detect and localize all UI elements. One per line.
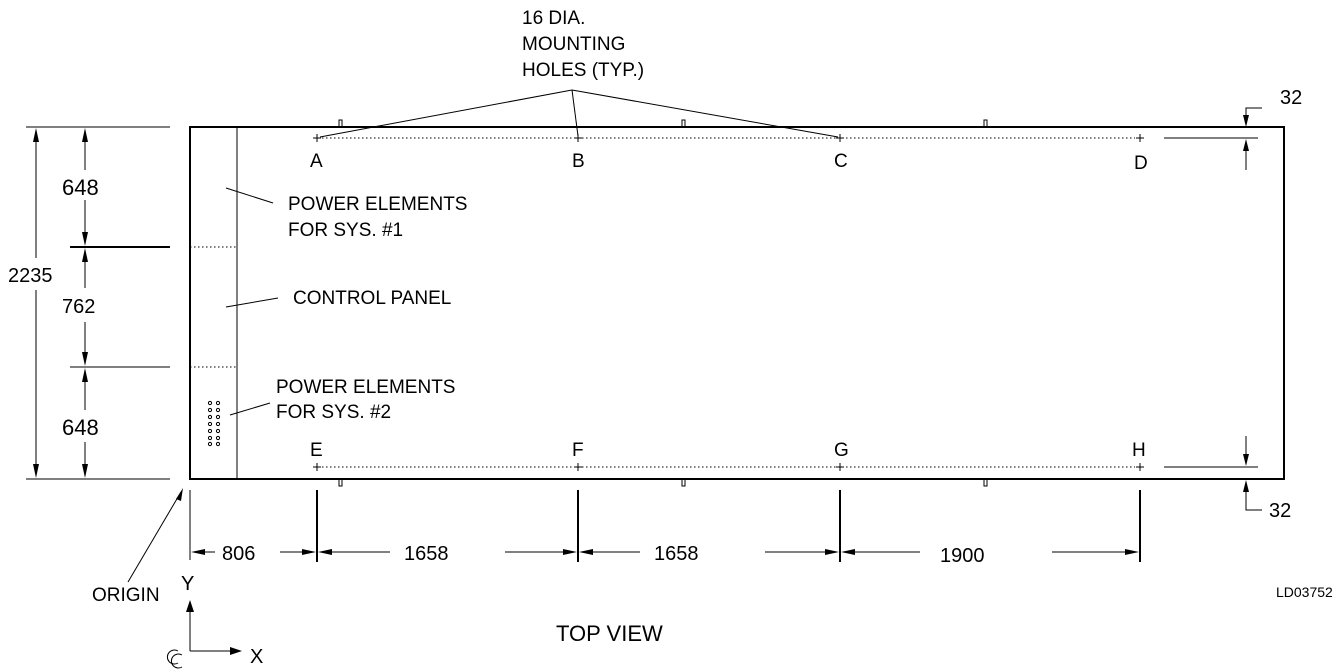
offset-bottom-value: 32 (1269, 500, 1291, 522)
hole-label-b: B (572, 151, 585, 172)
axis-y-label: Y (181, 573, 194, 595)
power2-leader (229, 402, 271, 416)
seg-bottom-dimension-line (82, 368, 88, 478)
power1-leader (225, 187, 274, 204)
top-edge-tabs (338, 119, 988, 128)
x-cd-value: 1900 (940, 545, 985, 567)
bottom-extension-lines (189, 490, 1141, 562)
bottom-dimension-line (191, 549, 1139, 555)
mounting-hole-marks-bottom (313, 463, 1144, 471)
seg-top-value: 648 (62, 175, 99, 200)
seg-bottom-value: 648 (62, 415, 99, 440)
overall-depth-dimension-line (33, 128, 39, 478)
control-panel-label: CONTROL PANEL (293, 288, 451, 309)
left-extension-lines (26, 126, 170, 480)
power1-label-line-2: FOR SYS. #1 (288, 220, 403, 241)
power2-label-line-1: POWER ELEMENTS (276, 377, 455, 398)
x-ab-value: 1658 (404, 543, 449, 565)
control-panel-leader (225, 297, 279, 308)
power2-label-line-2: FOR SYS. #2 (276, 402, 391, 423)
origin-leader (127, 491, 182, 583)
unit-outline (189, 126, 1285, 480)
vent-holes (207, 400, 221, 447)
callout-line-2: MOUNTING (522, 34, 625, 55)
callout-line-1: 16 DIA. (522, 8, 585, 29)
hole-label-e: E (310, 440, 323, 461)
power1-label-line-1: POWER ELEMENTS (288, 194, 467, 215)
callout-leaders (319, 89, 839, 138)
hole-label-g: G (834, 440, 849, 461)
origin-arrow (176, 488, 183, 501)
callout-line-3: HOLES (TYP.) (522, 60, 644, 81)
x-first-value: 806 (222, 543, 255, 565)
hole-label-a: A (310, 151, 323, 172)
right-offset-lines (1164, 107, 1262, 511)
x-bc-value: 1658 (654, 543, 699, 565)
centerline-symbol-icon (166, 649, 183, 669)
seg-mid-dimension-line (82, 248, 88, 366)
seg-mid-value: 762 (62, 296, 95, 318)
bottom-edge-tabs (338, 478, 988, 487)
offset-top-value: 32 (1280, 87, 1302, 109)
seg-top-dimension-line (82, 128, 88, 246)
axis-x-label: X (250, 646, 263, 668)
view-title: TOP VIEW (556, 621, 663, 646)
hole-label-h: H (1132, 440, 1146, 461)
overall-depth-value: 2235 (8, 265, 53, 287)
origin-label: ORIGIN (92, 585, 160, 606)
drawing-id: LD03752 (1276, 584, 1333, 600)
hole-label-f: F (572, 440, 584, 461)
hole-label-c: C (834, 151, 848, 172)
axis-indicator (186, 600, 242, 655)
hole-label-d: D (1134, 153, 1148, 174)
